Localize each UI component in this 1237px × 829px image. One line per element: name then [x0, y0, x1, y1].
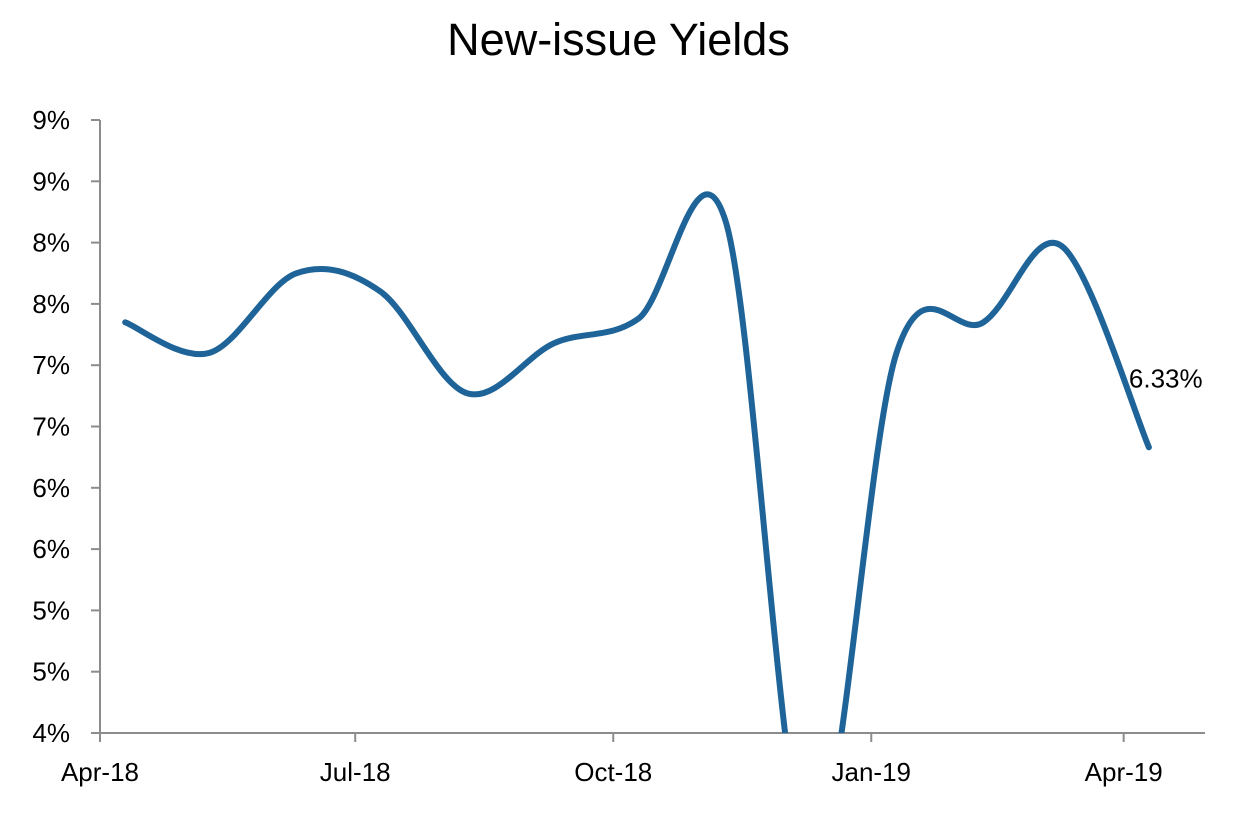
data-point [122, 319, 128, 325]
data-label: 6.33% [1129, 363, 1203, 393]
data-point [464, 390, 470, 396]
data-point [293, 270, 299, 276]
chart-title: New-issue Yields [447, 14, 790, 65]
data-point [551, 340, 557, 346]
y-tick-label: 8% [32, 228, 70, 258]
data-point [377, 289, 383, 295]
series-line [122, 191, 1152, 733]
x-axis-ticks: Apr-18 Jul-18 Oct-18 Jan-19 Apr-19 [61, 733, 1163, 787]
y-tick-label: 4% [32, 718, 70, 748]
chart-axes [99, 120, 1205, 734]
data-point [893, 350, 899, 356]
data-point [1059, 243, 1065, 249]
series-group [122, 191, 1152, 733]
data-point [206, 350, 212, 356]
y-tick-label: 6% [32, 473, 70, 503]
y-tick-label: 5% [32, 657, 70, 687]
data-labels: 6.33% [1129, 363, 1203, 393]
x-tick-label: Apr-18 [61, 757, 139, 787]
y-tick-label: 8% [32, 289, 70, 319]
data-point [635, 316, 641, 322]
y-tick-label: 7% [32, 412, 70, 442]
x-tick-label: Jul-18 [320, 757, 391, 787]
y-tick-label: 6% [32, 534, 70, 564]
data-point [980, 319, 986, 325]
y-tick-label: 9% [32, 166, 70, 196]
data-point [1146, 444, 1152, 450]
x-tick-label: Jan-19 [832, 757, 912, 787]
data-point [722, 218, 728, 224]
y-axis-ticks: 4% 5% 5% 6% 6% 7% 7% 8% 8% 9% 9% [32, 105, 100, 748]
y-tick-label: 9% [32, 105, 70, 135]
y-tick-label: 7% [32, 350, 70, 380]
x-tick-label: Oct-18 [574, 757, 652, 787]
y-tick-label: 5% [32, 595, 70, 625]
x-tick-label: Apr-19 [1085, 757, 1163, 787]
